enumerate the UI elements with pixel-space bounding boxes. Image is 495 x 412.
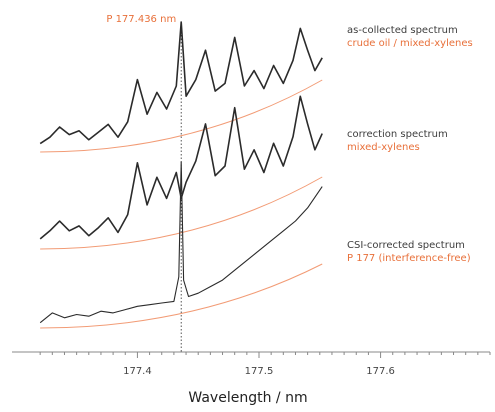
- series-0-subtitle: crude oil / mixed-xylenes: [347, 38, 473, 49]
- x-axis-title: Wavelength / nm: [188, 390, 307, 406]
- x-tick-label: 177.6: [366, 366, 395, 377]
- series-1-baseline: [40, 176, 323, 250]
- series-1-line: [39, 95, 323, 240]
- series-1-subtitle: mixed-xylenes: [347, 142, 420, 153]
- series-0-name: as-collected spectrum: [347, 25, 458, 36]
- x-tick-label: 177.5: [245, 366, 274, 377]
- series-2-baseline: [40, 263, 323, 329]
- series-0-baseline: [40, 79, 323, 153]
- series-2-name: CSI-corrected spectrum: [347, 240, 465, 251]
- x-tick-label: 177.4: [123, 366, 152, 377]
- annotation-label: P 177.436 nm: [106, 14, 176, 25]
- series-2-subtitle: P 177 (interference-free): [347, 253, 471, 264]
- series-1-name: correction spectrum: [347, 129, 448, 140]
- series-0-line: [39, 21, 323, 145]
